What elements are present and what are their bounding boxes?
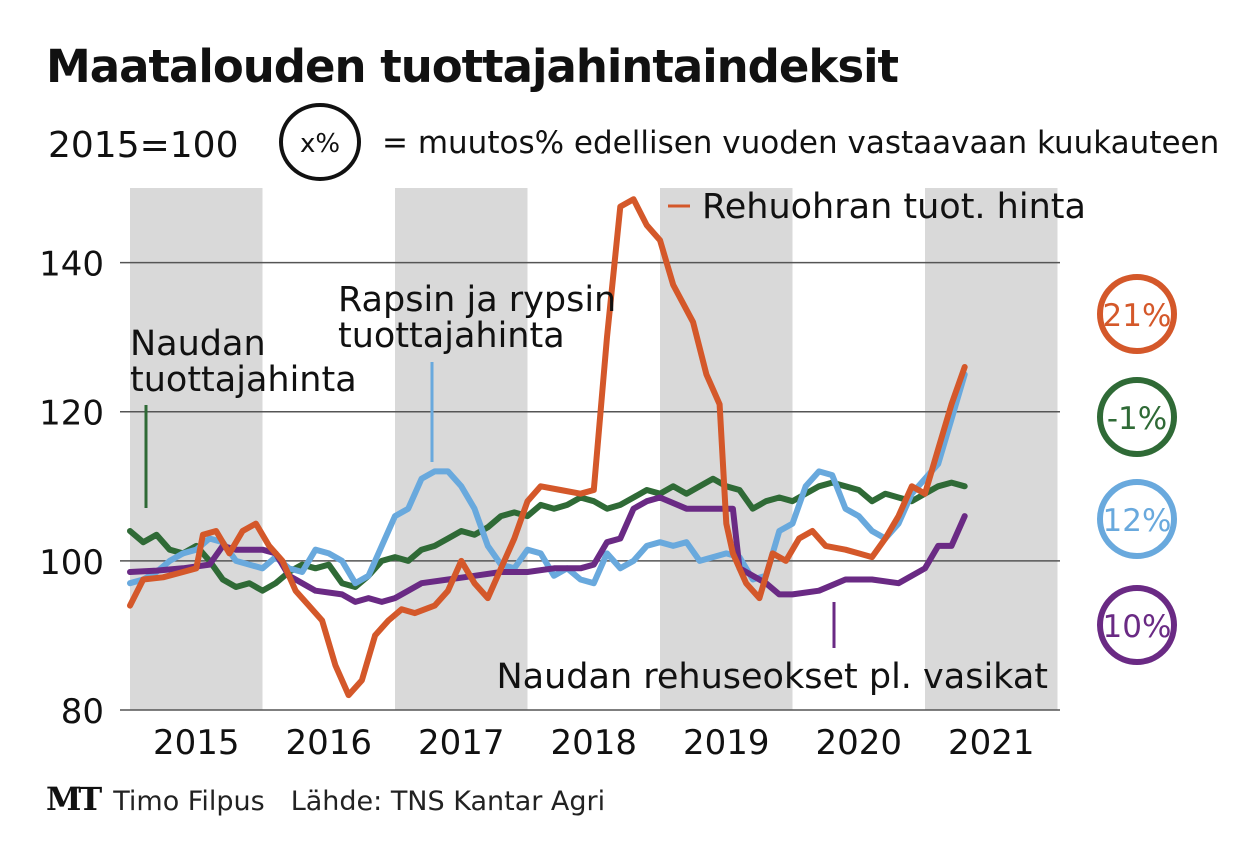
- y-tick-140: 140: [39, 245, 104, 285]
- x-tick-2018: 2018: [550, 723, 637, 763]
- grid-lines: [120, 261, 1060, 711]
- series-line-naudan: [127, 475, 968, 594]
- x-tick-2020: 2020: [815, 723, 902, 763]
- badge-circle-rehuseos: [1097, 585, 1177, 665]
- series-lines: [127, 196, 968, 699]
- y-tick-80: 80: [61, 692, 104, 732]
- author: Timo Filpus: [113, 786, 265, 817]
- year-band-2015: [130, 188, 263, 710]
- year-band-2017: [395, 188, 528, 710]
- legend-circle: [279, 103, 361, 181]
- year-band-2019: [660, 188, 793, 710]
- series-line-rapsi: [127, 371, 968, 587]
- legend-header: 2015=100 x% = muutos% edellisen vuoden v…: [48, 103, 1219, 181]
- change-badges: 21% -1% 12% 10%: [1097, 274, 1177, 665]
- badge-circle-rehuohra: [1097, 274, 1177, 354]
- year-band-2021: [925, 188, 1058, 710]
- label-rehuseos: Naudan rehuseokset pl. vasikat: [496, 657, 1048, 697]
- y-axis: 80 100 120 140: [39, 245, 104, 732]
- badge-circle-rapsi: [1097, 479, 1177, 559]
- x-tick-2015: 2015: [153, 723, 240, 763]
- legend-text: = muutos% edellisen vuoden vastaavaan ku…: [382, 125, 1219, 161]
- mt-logo: MT: [46, 780, 102, 818]
- label-naudan-line2: tuottajahinta: [130, 360, 357, 400]
- label-rehuohra: Rehuohran tuot. hinta: [702, 187, 1086, 227]
- x-tick-2019: 2019: [683, 723, 770, 763]
- x-tick-2017: 2017: [418, 723, 505, 763]
- legend-circle-text: x%: [300, 129, 340, 159]
- label-rapsi-line2: tuottajahinta: [338, 316, 565, 356]
- x-tick-2021: 2021: [948, 723, 1035, 763]
- badge-text-rapsi: 12%: [1103, 503, 1172, 539]
- badge-text-naudan: -1%: [1107, 401, 1167, 437]
- label-rapsi-line1: Rapsin ja rypsin: [338, 280, 616, 320]
- badge-text-rehuseos: 10%: [1103, 609, 1172, 645]
- annotations: Rehuohran tuot. hintaNaudantuottajahinta…: [130, 187, 1086, 697]
- base-note: 2015=100: [48, 125, 239, 166]
- footer: MT Timo Filpus Lähde: TNS Kantar Agri: [46, 780, 605, 818]
- badge-text-rehuohra: 21%: [1103, 298, 1172, 334]
- y-tick-120: 120: [39, 394, 104, 434]
- label-naudan-line1: Naudan: [130, 324, 266, 364]
- series-line-rehuohra: [127, 196, 968, 699]
- source: Lähde: TNS Kantar Agri: [290, 786, 606, 817]
- year-bands: [130, 188, 1058, 710]
- x-axis: 2015 2016 2017 2018 2019 2020 2021: [153, 723, 1035, 763]
- x-tick-2016: 2016: [285, 723, 372, 763]
- badge-circle-naudan: [1097, 377, 1177, 457]
- chart-title: Maatalouden tuottajahintaindeksit: [46, 40, 899, 93]
- y-tick-100: 100: [39, 543, 104, 583]
